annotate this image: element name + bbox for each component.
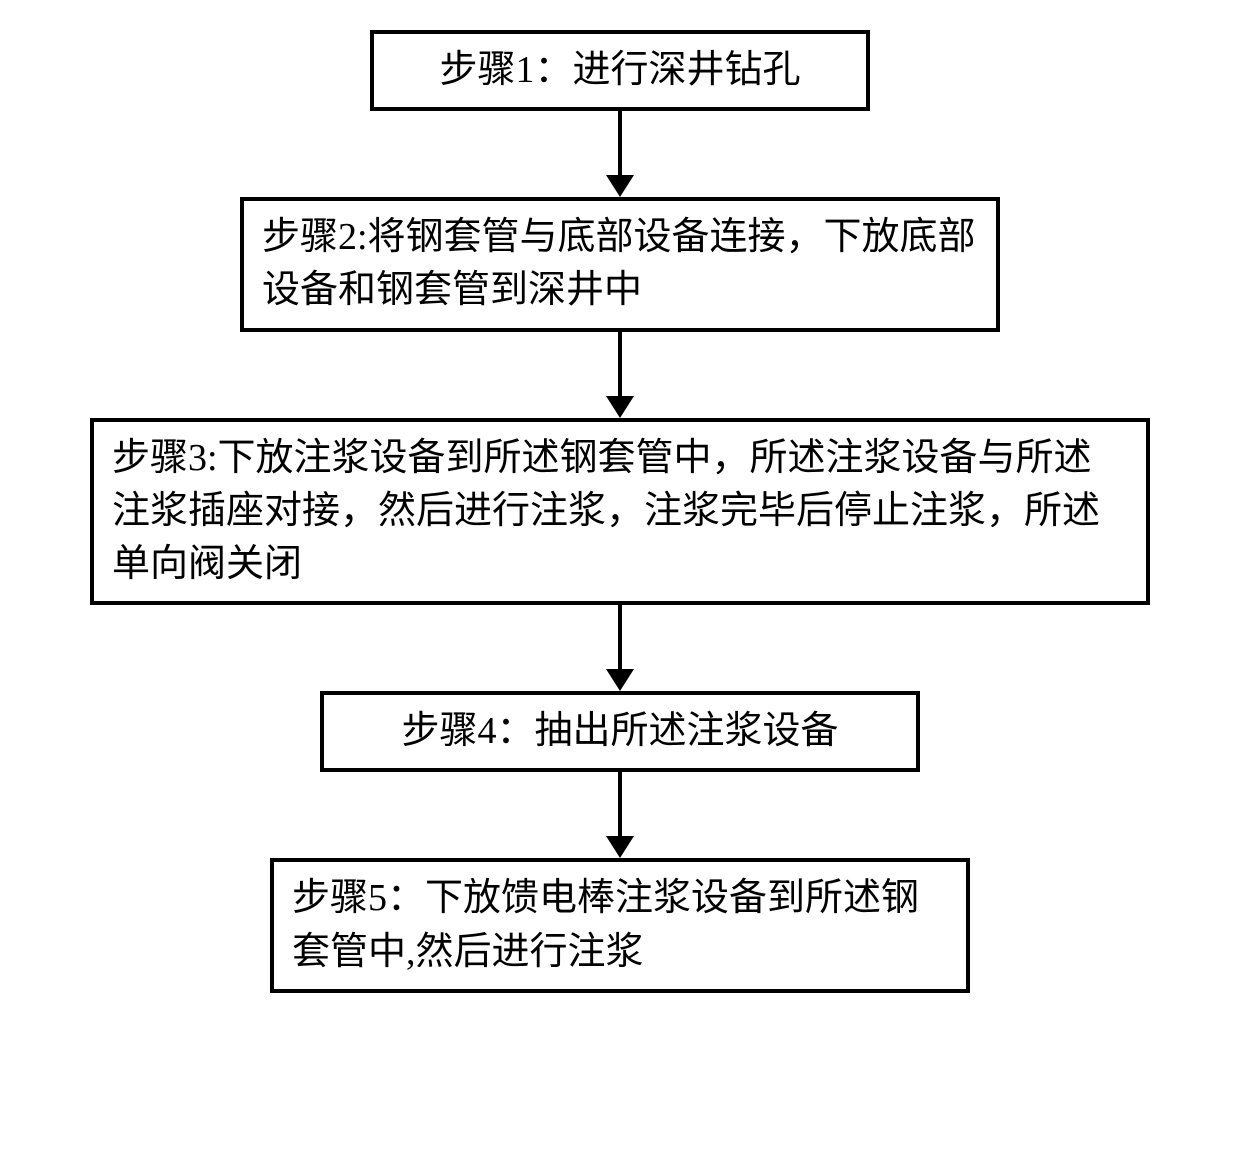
arrow-head-icon [606,396,634,418]
arrow-shaft [618,111,622,175]
arrow-2-3 [606,332,634,418]
flow-step-4: 步骤4：抽出所述注浆设备 [320,691,920,772]
arrow-head-icon [606,175,634,197]
flow-step-1: 步骤1：进行深井钻孔 [370,30,870,111]
arrow-shaft [618,332,622,396]
flow-step-3: 步骤3:下放注浆设备到所述钢套管中，所述注浆设备与所述注浆插座对接，然后进行注浆… [90,418,1150,606]
arrow-shaft [618,605,622,669]
arrow-4-5 [606,772,634,858]
arrow-3-4 [606,605,634,691]
flow-step-5: 步骤5：下放馈电棒注浆设备到所述钢套管中,然后进行注浆 [270,858,970,992]
flow-step-2: 步骤2:将钢套管与底部设备连接，下放底部设备和钢套管到深井中 [240,197,1000,331]
arrow-shaft [618,772,622,836]
arrow-head-icon [606,836,634,858]
arrow-head-icon [606,669,634,691]
arrow-1-2 [606,111,634,197]
